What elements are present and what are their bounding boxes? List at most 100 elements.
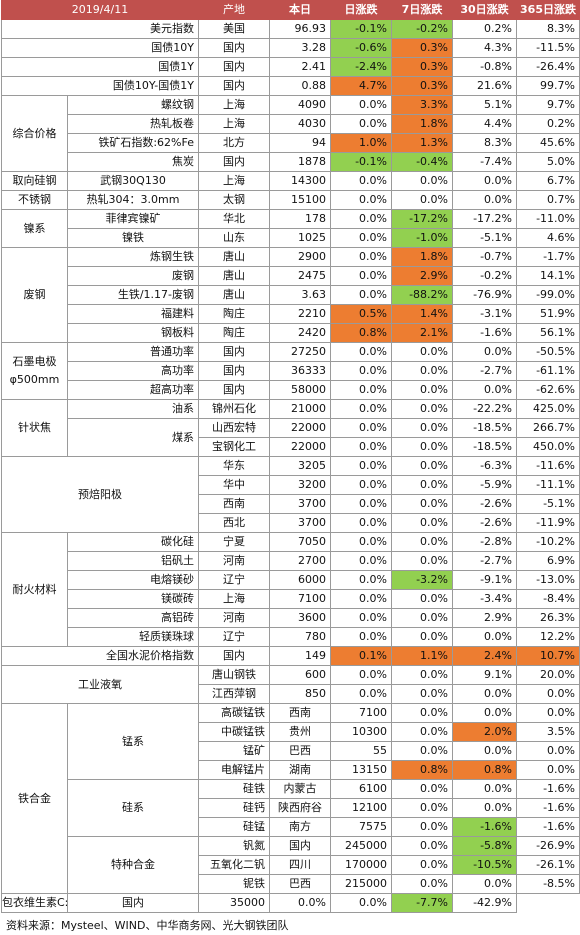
subgroup-label: 锰系 xyxy=(67,703,199,780)
price-cell: 4030 xyxy=(269,114,331,134)
change-7d-cell: 0.0% xyxy=(391,361,453,381)
change-365d-cell: 26.3% xyxy=(516,608,580,628)
change-1d-cell: 0.0% xyxy=(330,266,392,286)
item-name: 热轧304：3.0mm xyxy=(67,190,199,210)
change-7d-cell: -10.5% xyxy=(452,855,517,875)
origin-cell: 国内 xyxy=(198,646,270,666)
change-7d-cell: 0.0% xyxy=(391,684,453,704)
price-cell: 96.93 xyxy=(269,19,331,39)
change-7d-cell: 0.0% xyxy=(391,513,453,533)
change-30d-cell: -17.2% xyxy=(452,209,517,229)
change-7d-cell: 2.0% xyxy=(452,722,517,742)
change-7d-cell: 0.0% xyxy=(391,456,453,476)
table-row: 镍铁 山东 1025 0.0% -1.0% -5.1% 4.6% xyxy=(2,228,580,248)
item-name: 油系 xyxy=(67,399,199,419)
item-name: 电解锰片 xyxy=(198,760,270,780)
change-1d-cell: 0.0% xyxy=(330,494,392,514)
origin-cell: 内蒙古 xyxy=(269,779,331,799)
origin-cell: 宝钢化工 xyxy=(198,437,270,457)
change-365d-cell: 20.0% xyxy=(516,665,580,685)
change-30d-cell: -76.9% xyxy=(452,285,517,305)
origin-cell: 锦州石化 xyxy=(198,399,270,419)
change-1d-cell: 0.0% xyxy=(330,589,392,609)
change-365d-cell: -11.6% xyxy=(516,456,580,476)
change-1d-cell: 0.0% xyxy=(391,703,453,723)
price-cell: 2475 xyxy=(269,266,331,286)
table-body: 美元指数 美国 96.93 -0.1% -0.2% 0.2% 8.3% 国债10Y 国内 3.28… xyxy=(1,19,580,913)
origin-cell: 上海 xyxy=(198,95,270,115)
change-1d-cell: 0.0% xyxy=(269,893,331,913)
change-1d-cell: 0.0% xyxy=(330,437,392,457)
price-cell: 10300 xyxy=(330,722,392,742)
header-origin: 产地 xyxy=(198,0,270,20)
item-name: 铝矾土 xyxy=(67,551,199,571)
change-365d-cell: -11.5% xyxy=(516,38,580,58)
change-30d-cell: -7.7% xyxy=(391,893,453,913)
change-1d-cell: 0.0% xyxy=(391,836,453,856)
price-cell: 780 xyxy=(269,627,331,647)
change-7d-cell: 0.0% xyxy=(391,171,453,191)
change-30d-cell: 0.0% xyxy=(452,627,517,647)
change-1d-cell: 0.0% xyxy=(330,456,392,476)
change-30d-cell: -9.1% xyxy=(452,570,517,590)
change-7d-cell: 0.0% xyxy=(391,627,453,647)
change-7d-cell: 0.0% xyxy=(391,532,453,552)
price-cell: 1025 xyxy=(269,228,331,248)
change-365d-cell: 56.1% xyxy=(516,323,580,343)
price-cell: 13150 xyxy=(330,760,392,780)
price-cell: 245000 xyxy=(330,836,392,856)
header-30d-change: 30日涨跌 xyxy=(452,0,517,20)
table-row: 国债10Y 国内 3.28 -0.6% 0.3% 4.3% -11.5% xyxy=(1,38,580,58)
origin-cell: 四川 xyxy=(269,855,331,875)
change-1d-cell: 0.8% xyxy=(391,760,453,780)
change-1d-cell: 0.0% xyxy=(330,380,392,400)
change-30d-cell: 0.0% xyxy=(452,380,517,400)
origin-cell: 华北 xyxy=(198,209,270,229)
table-row: 取向硅钢 武钢30Q130 上海 14300 0.0% 0.0% 0.0% 6.7% xyxy=(1,171,580,191)
change-7d-cell: 0.0% xyxy=(330,893,392,913)
category-label: 不锈钢 xyxy=(1,190,68,210)
change-7d-cell: 1.4% xyxy=(391,304,453,324)
change-30d-cell: -26.9% xyxy=(516,836,580,856)
change-7d-cell: 0.0% xyxy=(391,437,453,457)
change-365d-cell: -99.0% xyxy=(516,285,580,305)
price-cell: 22000 xyxy=(269,437,331,457)
item-name: 煤系 xyxy=(67,418,199,457)
change-7d-cell: 0.0% xyxy=(391,551,453,571)
price-cell: 3600 xyxy=(269,608,331,628)
item-name: 铁矿石指数:62%Fe xyxy=(67,133,199,153)
change-365d-cell: 8.3% xyxy=(516,19,580,39)
change-365d-cell: -11.9% xyxy=(516,513,580,533)
origin-cell: 国内 xyxy=(198,152,270,172)
change-30d-cell: -2.6% xyxy=(452,494,517,514)
table-row: 预焙阳极 华东 3205 0.0% 0.0% -6.3% -11.6% xyxy=(1,456,580,533)
table-row: 高铝砖 河南 3600 0.0% 0.0% 2.9% 26.3% xyxy=(2,608,580,628)
change-365d-cell: -1.7% xyxy=(516,247,580,267)
change-365d-cell: -26.4% xyxy=(516,57,580,77)
origin-cell: 上海 xyxy=(198,171,270,191)
change-30d-cell: -1.6% xyxy=(516,779,580,799)
origin-cell: 河南 xyxy=(198,608,270,628)
change-7d-cell: 1.1% xyxy=(391,646,453,666)
price-cell: 27250 xyxy=(269,342,331,362)
change-30d-cell: -0.8% xyxy=(452,57,517,77)
price-cell: 850 xyxy=(269,684,331,704)
price-cell: 4090 xyxy=(269,95,331,115)
change-30d-cell: 5.1% xyxy=(452,95,517,115)
change-1d-cell: 0.0% xyxy=(330,114,392,134)
table-row: 工业液氧 唐山钢铁 600 0.0% 0.0% 9.1% 20.0% xyxy=(1,665,580,704)
table-row: 西北 3700 0.0% 0.0% -2.6% -11.9% xyxy=(2,513,580,533)
change-7d-cell: 0.3% xyxy=(391,57,453,77)
table-row: 焦炭 国内 1878 -0.1% -0.4% -7.4% 5.0% xyxy=(2,152,580,172)
change-1d-cell: 0.0% xyxy=(330,570,392,590)
price-cell: 178 xyxy=(269,209,331,229)
change-30d-cell: 21.6% xyxy=(452,76,517,96)
change-1d-cell: 0.0% xyxy=(330,247,392,267)
item-name: 钒氮 xyxy=(198,836,270,856)
origin-cell: 贵州 xyxy=(269,722,331,742)
change-7d-cell: -88.2% xyxy=(391,285,453,305)
category-label: 针状焦 xyxy=(1,399,68,457)
origin-cell: 辽宁 xyxy=(198,627,270,647)
